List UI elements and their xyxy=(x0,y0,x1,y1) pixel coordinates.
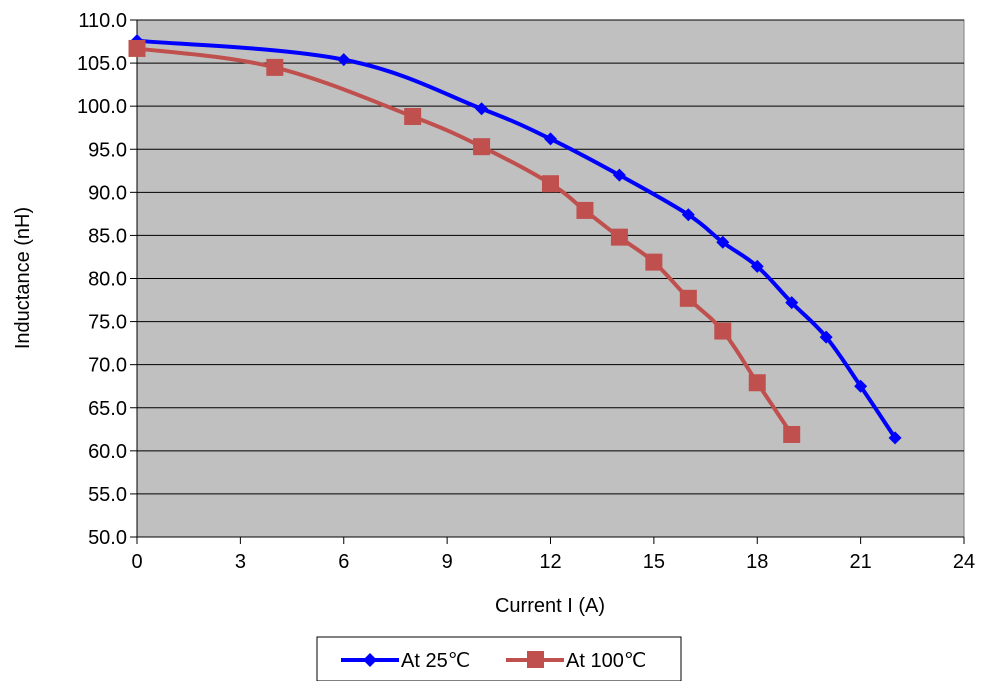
y-tick-label: 55.0 xyxy=(88,484,127,506)
x-tick-label: 24 xyxy=(953,551,975,573)
data-point-100c xyxy=(714,322,732,340)
legend-label-25c: At 25℃ xyxy=(401,650,470,672)
y-tick-label: 90.0 xyxy=(88,182,127,204)
data-point-100c xyxy=(404,108,422,126)
y-tick-labels: 50.0 55.0 60.0 65.0 70.0 75.0 80.0 85.0 90.0 95.0… xyxy=(77,10,137,549)
data-point-100c xyxy=(783,425,801,443)
data-point-25c xyxy=(337,53,351,67)
x-axis-title: Current I (A) xyxy=(495,595,605,617)
data-point-100c xyxy=(266,58,284,76)
legend-label-100c: At 100℃ xyxy=(566,650,646,672)
x-tick-label: 15 xyxy=(643,551,665,573)
y-tick-label: 65.0 xyxy=(88,398,127,420)
series-100c xyxy=(128,39,801,443)
legend-marker-25c xyxy=(363,653,377,667)
x-tick-label: 6 xyxy=(338,551,349,573)
data-point-100c xyxy=(473,138,491,156)
y-tick-label: 95.0 xyxy=(88,139,127,161)
data-point-25c xyxy=(475,102,489,116)
x-tick-label: 0 xyxy=(131,551,142,573)
data-point-100c xyxy=(748,374,766,392)
y-tick-label: 85.0 xyxy=(88,225,127,247)
data-point-100c xyxy=(128,39,146,57)
y-tick-label: 50.0 xyxy=(88,527,127,549)
y-tick-label: 80.0 xyxy=(88,269,127,291)
y-tick-label: 60.0 xyxy=(88,441,127,463)
data-point-100c xyxy=(576,201,594,219)
x-tick-labels: 0 3 6 9 12 15 18 21 24 xyxy=(131,537,975,573)
series-25c xyxy=(130,34,902,445)
x-tick-label: 3 xyxy=(235,551,246,573)
y-tick-label: 105.0 xyxy=(77,53,127,75)
x-tick-label: 18 xyxy=(746,551,768,573)
data-point-100c xyxy=(542,175,559,193)
data-point-25c xyxy=(612,168,626,182)
data-point-25c xyxy=(819,330,833,344)
data-point-25c xyxy=(785,296,799,310)
data-point-25c xyxy=(716,235,730,249)
legend-marker-100c xyxy=(527,651,544,668)
x-tick-label: 21 xyxy=(850,551,872,573)
y-tick-label: 100.0 xyxy=(77,96,127,118)
data-point-100c xyxy=(645,253,663,271)
y-axis-title: Inductance (nH) xyxy=(12,207,34,349)
y-tick-label: 75.0 xyxy=(88,312,127,334)
data-point-25c xyxy=(681,208,695,222)
data-point-100c xyxy=(610,228,628,246)
data-point-25c xyxy=(888,431,902,445)
y-tick-label: 70.0 xyxy=(88,355,127,377)
y-tick-label: 110.0 xyxy=(78,10,127,32)
series-layer xyxy=(128,34,902,445)
x-tick-label: 9 xyxy=(442,551,453,573)
legend: At 25℃ At 100℃ xyxy=(316,636,682,681)
data-point-100c xyxy=(679,289,697,307)
data-point-25c xyxy=(750,259,764,273)
x-tick-label: 12 xyxy=(539,551,561,573)
data-point-25c xyxy=(854,379,868,393)
data-point-25c xyxy=(544,132,557,146)
